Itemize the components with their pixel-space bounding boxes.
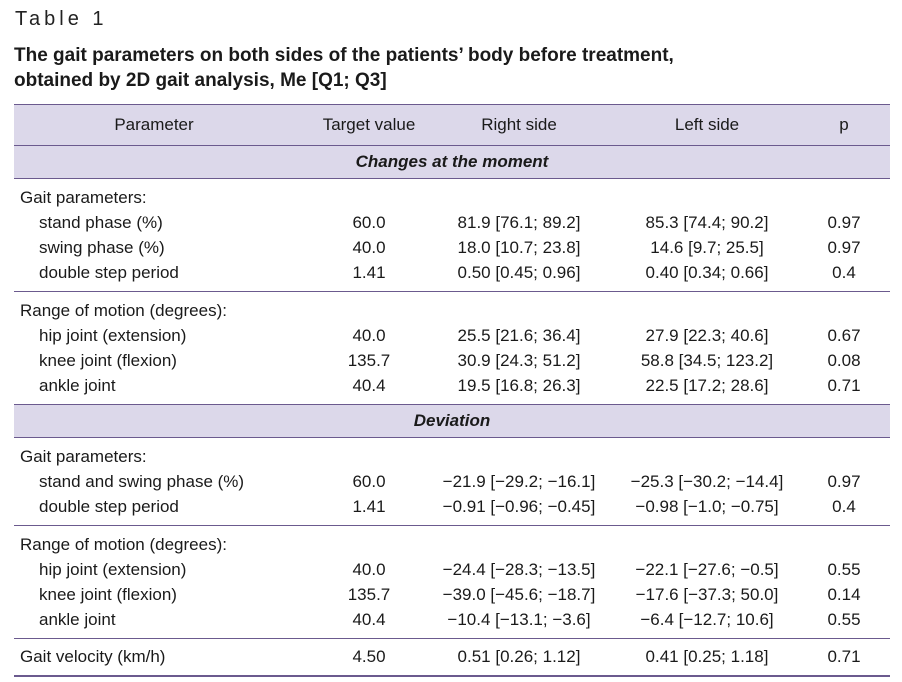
right-value: 18.0 [10.7; 23.8] bbox=[457, 238, 581, 257]
p-value: 0.67 bbox=[827, 326, 861, 345]
p-value: 0.55 bbox=[827, 560, 861, 579]
right-value: 81.9 [76.1; 89.2] bbox=[457, 213, 581, 232]
group-heading: Gait parameters: bbox=[20, 447, 147, 466]
p-value: 0.71 bbox=[827, 376, 861, 395]
p-value: 0.55 bbox=[827, 610, 861, 629]
section-title: Deviation bbox=[14, 405, 890, 438]
group-heading-row: Range of motion (degrees): bbox=[14, 298, 890, 323]
row-label: swing phase (%) bbox=[39, 238, 165, 257]
column-header-p: p bbox=[839, 115, 849, 134]
row-label: knee joint (flexion) bbox=[39, 585, 177, 604]
target-value: 40.0 bbox=[352, 326, 386, 345]
right-value: −0.91 [−0.96; −0.45] bbox=[442, 497, 596, 516]
table-caption: The gait parameters on both sides of the… bbox=[14, 43, 894, 93]
table-group-final: Gait velocity (km/h) 4.50 0.51 [0.26; 1.… bbox=[14, 639, 890, 677]
table-group: Range of motion (degrees): hip joint (ex… bbox=[14, 526, 890, 639]
table-row: hip joint (extension) 40.0 −24.4 [−28.3;… bbox=[14, 557, 890, 582]
p-value: 0.97 bbox=[827, 213, 861, 232]
left-value: 14.6 [9.7; 25.5] bbox=[650, 238, 764, 257]
left-value: −22.1 [−27.6; −0.5] bbox=[635, 560, 779, 579]
row-label: ankle joint bbox=[39, 376, 116, 395]
left-value: 0.40 [0.34; 0.66] bbox=[645, 263, 769, 282]
p-value: 0.4 bbox=[832, 263, 856, 282]
row-label: knee joint (flexion) bbox=[39, 351, 177, 370]
row-label: stand and swing phase (%) bbox=[39, 472, 245, 491]
right-value: −21.9 [−29.2; −16.1] bbox=[442, 472, 596, 491]
target-value: 135.7 bbox=[347, 585, 391, 604]
table-group: Range of motion (degrees): hip joint (ex… bbox=[14, 292, 890, 405]
table-row: ankle joint 40.4 19.5 [16.8; 26.3] 22.5 … bbox=[14, 373, 890, 398]
row-label: double step period bbox=[39, 263, 179, 282]
group-heading: Gait parameters: bbox=[20, 188, 147, 207]
right-value: −39.0 [−45.6; −18.7] bbox=[442, 585, 596, 604]
table-row: ankle joint 40.4 −10.4 [−13.1; −3.6] −6.… bbox=[14, 607, 890, 632]
group-heading: Range of motion (degrees): bbox=[20, 301, 227, 320]
target-value: 1.41 bbox=[352, 497, 386, 516]
left-value: 58.8 [34.5; 123.2] bbox=[640, 351, 774, 370]
left-value: 22.5 [17.2; 28.6] bbox=[645, 376, 769, 395]
p-value: 0.14 bbox=[827, 585, 861, 604]
right-value: −10.4 [−13.1; −3.6] bbox=[447, 610, 591, 629]
target-value: 40.0 bbox=[352, 238, 386, 257]
p-value: 0.08 bbox=[827, 351, 861, 370]
group-heading: Range of motion (degrees): bbox=[20, 535, 227, 554]
table-row: stand and swing phase (%) 60.0 −21.9 [−2… bbox=[14, 469, 890, 494]
right-value: 0.50 [0.45; 0.96] bbox=[457, 263, 581, 282]
right-value: 25.5 [21.6; 36.4] bbox=[457, 326, 581, 345]
left-value: 0.41 [0.25; 1.18] bbox=[645, 647, 769, 666]
table-row: double step period 1.41 0.50 [0.45; 0.96… bbox=[14, 260, 890, 285]
column-header-parameter: Parameter bbox=[114, 115, 194, 134]
table-row: knee joint (flexion) 135.7 30.9 [24.3; 5… bbox=[14, 348, 890, 373]
row-label: hip joint (extension) bbox=[39, 560, 187, 579]
row-label: hip joint (extension) bbox=[39, 326, 187, 345]
target-value: 40.4 bbox=[352, 610, 386, 629]
gait-parameters-table: Parameter Target value Right side Left s… bbox=[14, 104, 890, 677]
table-row: double step period 1.41 −0.91 [−0.96; −0… bbox=[14, 494, 890, 519]
row-label: stand phase (%) bbox=[39, 213, 163, 232]
table-group: Gait parameters: stand and swing phase (… bbox=[14, 438, 890, 526]
table-header-row: Parameter Target value Right side Left s… bbox=[14, 104, 890, 146]
left-value: 27.9 [22.3; 40.6] bbox=[645, 326, 769, 345]
left-value: −6.4 [−12.7; 10.6] bbox=[640, 610, 774, 629]
group-heading-row: Gait parameters: bbox=[14, 185, 890, 210]
right-value: 30.9 [24.3; 51.2] bbox=[457, 351, 581, 370]
target-value: 40.0 bbox=[352, 560, 386, 579]
column-header-target: Target value bbox=[322, 115, 416, 134]
table-row: hip joint (extension) 40.0 25.5 [21.6; 3… bbox=[14, 323, 890, 348]
caption-line-1: The gait parameters on both sides of the… bbox=[14, 45, 674, 66]
row-label: double step period bbox=[39, 497, 179, 516]
target-value: 4.50 bbox=[352, 647, 386, 666]
left-value: −0.98 [−1.0; −0.75] bbox=[635, 497, 779, 516]
right-value: −24.4 [−28.3; −13.5] bbox=[442, 560, 596, 579]
left-value: 85.3 [74.4; 90.2] bbox=[645, 213, 769, 232]
left-value: −17.6 [−37.3; 50.0] bbox=[635, 585, 779, 604]
left-value: −25.3 [−30.2; −14.4] bbox=[630, 472, 784, 491]
table-label: Table 1 bbox=[15, 8, 108, 30]
table-row: Gait velocity (km/h) 4.50 0.51 [0.26; 1.… bbox=[14, 644, 890, 669]
group-heading-row: Range of motion (degrees): bbox=[14, 532, 890, 557]
right-value: 19.5 [16.8; 26.3] bbox=[457, 376, 581, 395]
target-value: 1.41 bbox=[352, 263, 386, 282]
column-header-left: Left side bbox=[674, 115, 740, 134]
row-label: ankle joint bbox=[39, 610, 116, 629]
target-value: 40.4 bbox=[352, 376, 386, 395]
group-heading-row: Gait parameters: bbox=[14, 444, 890, 469]
p-value: 0.97 bbox=[827, 472, 861, 491]
target-value: 60.0 bbox=[352, 472, 386, 491]
section-title: Changes at the moment bbox=[14, 146, 890, 179]
target-value: 135.7 bbox=[347, 351, 391, 370]
right-value: 0.51 [0.26; 1.12] bbox=[457, 647, 581, 666]
table-row: swing phase (%) 40.0 18.0 [10.7; 23.8] 1… bbox=[14, 235, 890, 260]
p-value: 0.97 bbox=[827, 238, 861, 257]
table-group: Gait parameters: stand phase (%) 60.0 81… bbox=[14, 179, 890, 292]
caption-line-2: obtained by 2D gait analysis, Me [Q1; Q3… bbox=[14, 70, 387, 91]
column-header-right: Right side bbox=[481, 115, 557, 134]
p-value: 0.71 bbox=[827, 647, 861, 666]
row-label: Gait velocity (km/h) bbox=[20, 647, 166, 666]
table-row: knee joint (flexion) 135.7 −39.0 [−45.6;… bbox=[14, 582, 890, 607]
p-value: 0.4 bbox=[832, 497, 856, 516]
target-value: 60.0 bbox=[352, 213, 386, 232]
table-row: stand phase (%) 60.0 81.9 [76.1; 89.2] 8… bbox=[14, 210, 890, 235]
